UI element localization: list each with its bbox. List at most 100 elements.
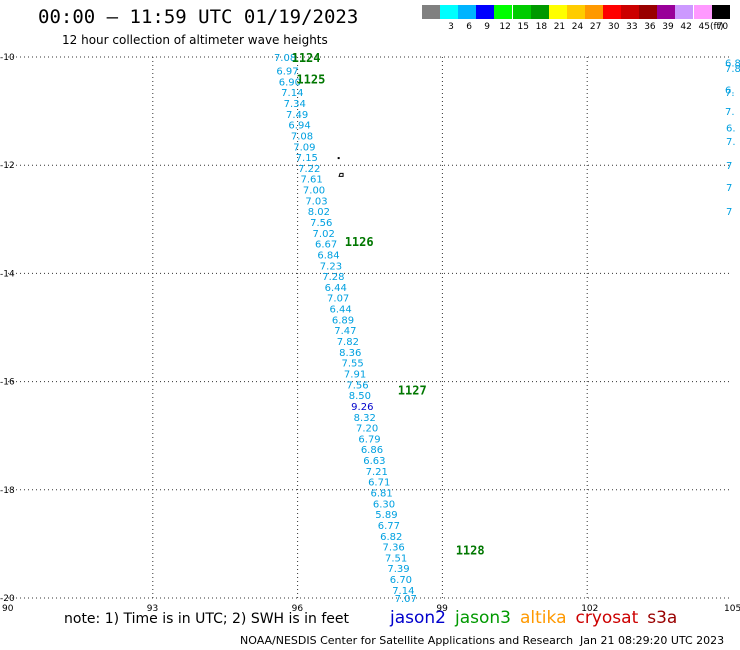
legend-unit-label: (ft) [710, 22, 724, 32]
wave-height-value: 7.23 [320, 261, 342, 272]
wave-height-value: 7.39 [387, 564, 409, 575]
wave-height-value: 8.32 [354, 413, 376, 424]
wave-height-value: 6.71 [368, 478, 390, 489]
wave-height-value: 7.03 [305, 196, 327, 207]
lat-tick-label: -16 [0, 378, 15, 388]
wave-height-value: 7.56 [346, 380, 368, 391]
wave-height-value: 7.47 [334, 326, 356, 337]
islands [337, 157, 344, 177]
legend-label: 9 [484, 22, 491, 32]
legend-label: 27 [589, 22, 602, 32]
wave-height-value: 7.22 [298, 164, 320, 175]
wave-height-value: 7.36 [383, 543, 405, 554]
wave-height-value: 7.07 [395, 594, 417, 605]
wave-height-value: 6.89 [332, 315, 354, 326]
lat-tick-label: -10 [0, 53, 15, 63]
legend-label: 45 [698, 22, 710, 32]
wave-height-value: 7.82 [337, 337, 359, 348]
wave-height-value: 7.14 [281, 88, 303, 99]
wave-height-value: 6.70 [390, 575, 412, 586]
wave-height-value: 7.09 [293, 142, 315, 153]
island-marker [337, 157, 340, 160]
legend-swatch [584, 5, 603, 19]
wave-height-value: 6.30 [373, 499, 395, 510]
legend-swatch [548, 5, 567, 19]
wave-height-value: 7. [725, 88, 735, 99]
wave-height-value: 6.81 [370, 489, 392, 500]
legend-swatch [603, 5, 621, 19]
legend-label: 70 [716, 22, 729, 32]
mission-label: cryosat [575, 608, 639, 628]
wave-height-value: 6. [725, 85, 735, 96]
wave-height-value: 6.90 [279, 77, 301, 88]
legend-swatch [458, 5, 477, 19]
wave-height-value: 7. [726, 137, 736, 148]
wave-height-value: 7.02 [313, 229, 335, 240]
legend-swatch [675, 5, 694, 19]
satellite-track: 7.086.976.907.147.347.496.947.087.097.15… [274, 53, 417, 605]
wave-height-value: 7.28 [322, 272, 344, 283]
legend-swatch [566, 5, 585, 19]
wave-height-value: 6.97 [276, 67, 298, 78]
lon-tick-label: 93 [147, 604, 158, 614]
wave-height-value: 7.61 [300, 175, 322, 186]
legend-swatch [621, 5, 640, 19]
wave-height-value: 7.14 [392, 586, 414, 597]
footer-timestamp: Jan 21 08:29:20 UTC 2023 [580, 634, 725, 647]
wave-height-value: 7. [725, 107, 735, 118]
lon-tick-label: 105 [724, 604, 740, 614]
right-edge-track: 6.87.86.7.7.6.7.777 [725, 58, 740, 218]
wave-height-value: 6.79 [358, 434, 380, 445]
wave-height-value: 8.36 [339, 348, 361, 359]
wave-height-value: 6.82 [380, 532, 402, 543]
legend-label: 6 [466, 22, 472, 32]
mission-label: jason3 [455, 608, 511, 628]
legend-label: 24 [571, 22, 584, 32]
pass-time-labels: 1124 1125 1126 1127 1128 [292, 51, 485, 557]
wave-height-value: 7 [726, 161, 732, 172]
wave-height-value: 6.94 [288, 121, 310, 132]
wave-height-value: 7.21 [366, 467, 388, 478]
pass-time-label: 1126 [345, 235, 374, 249]
wave-height-value: 7.15 [296, 153, 318, 164]
lon-tick-label: 102 [581, 604, 598, 614]
wave-height-value: 7.34 [284, 99, 306, 110]
wave-height-value: 7.91 [344, 369, 366, 380]
wave-height-value: 6. [726, 123, 736, 134]
wave-height-value: 7.08 [274, 53, 296, 64]
pass-time-label: 1124 [292, 51, 321, 65]
wave-height-value: 6.44 [325, 283, 347, 294]
page-title: 00:00 – 11:59 UTC 01/19/2023 [38, 6, 359, 28]
lon-tick-label: 99 [436, 604, 448, 614]
legend-label: 18 [535, 22, 548, 32]
legend-swatch [422, 5, 440, 19]
wave-height-value: 6.44 [329, 305, 351, 316]
wave-height-value: 7.00 [303, 186, 325, 197]
legend-label: 30 [608, 22, 620, 32]
wave-height-value: 7.49 [286, 110, 308, 121]
lat-tick-label: -14 [0, 269, 15, 279]
legend-swatch [476, 5, 495, 19]
legend-swatch [711, 5, 730, 19]
wave-height-value: 7.8 [725, 64, 740, 75]
legend-swatch [693, 5, 712, 19]
lon-tick-label: 96 [292, 604, 304, 614]
footer-note: note: 1) Time is in UTC; 2) SWH is in fe… [64, 611, 350, 627]
legend-swatch [530, 5, 549, 19]
island-marker [338, 172, 344, 177]
mission-label: jason2 [390, 608, 446, 628]
legend-label: 39 [662, 22, 674, 32]
axis-tick-labels: 90 93 96 99 102 105 -10 -12 -14 -16 -18 -20 [0, 53, 740, 614]
legend-label: 36 [644, 22, 656, 32]
pass-time-label: 1125 [296, 73, 325, 87]
legend-label: 21 [553, 22, 566, 32]
legend-swatch [494, 5, 513, 19]
legend-swatch [440, 5, 459, 19]
legend-label: 3 [448, 22, 454, 32]
lat-tick-label: -12 [0, 161, 15, 171]
mission-label: s3a [647, 608, 678, 628]
wave-height-value: 7.20 [356, 424, 378, 435]
legend-label: 15 [517, 22, 529, 32]
wave-height-value: 7.07 [327, 294, 349, 305]
wave-height-value: 7.08 [291, 131, 313, 142]
